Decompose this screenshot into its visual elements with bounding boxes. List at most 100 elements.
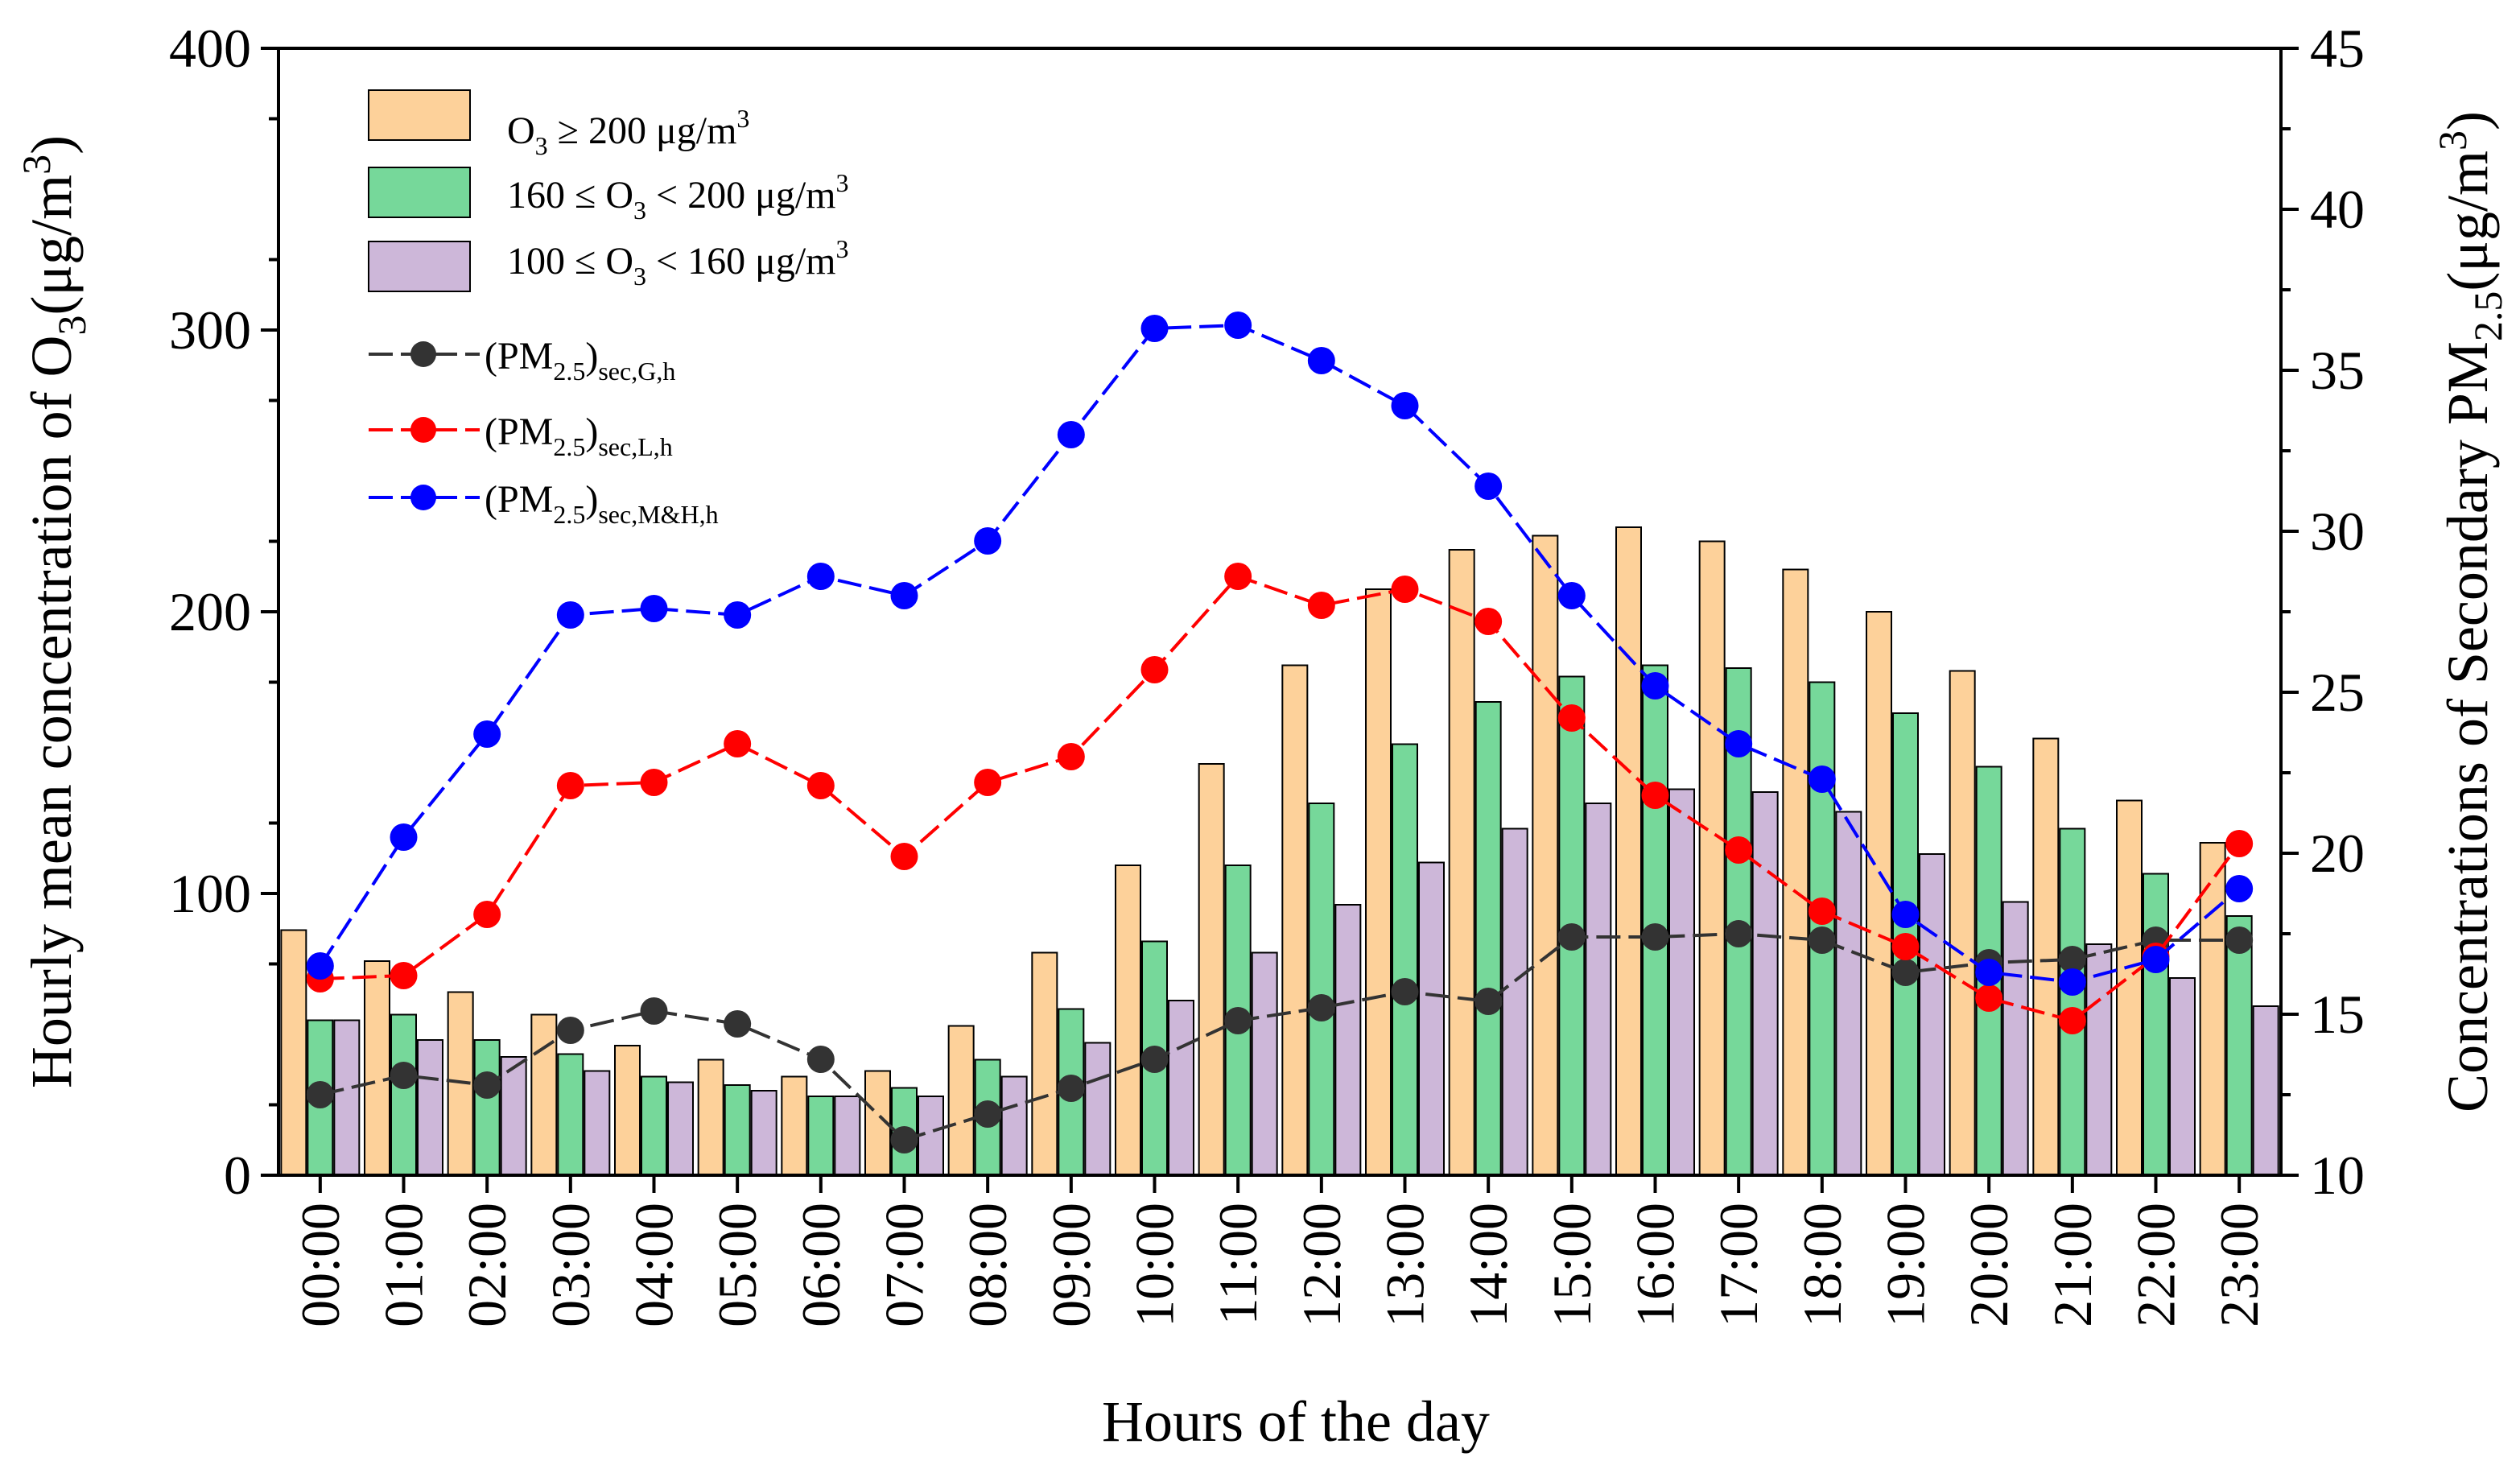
point-1-16:00	[1641, 782, 1669, 809]
point-2-03:00	[556, 601, 584, 629]
x-axis-title: Hours of the day	[1102, 1389, 1490, 1454]
bar-1-23:00	[2225, 915, 2253, 1176]
bar-1-06:00	[807, 1096, 835, 1176]
bar-0-18:00	[1782, 568, 1809, 1176]
y-right-tick-label-30: 30	[2310, 501, 2365, 562]
x-tick-label-22:00: 22:00	[2126, 1203, 2187, 1327]
y-axis-left-title: Hourly mean concentration of O3(μg/m3)	[14, 135, 94, 1088]
x-tick-label-00:00: 00:00	[290, 1203, 351, 1327]
point-2-11:00	[1224, 312, 1252, 339]
point-0-03:00	[556, 1017, 584, 1044]
bar-2-08:00	[1000, 1075, 1028, 1176]
bar-2-18:00	[1835, 811, 1862, 1176]
x-tick-label-07:00: 07:00	[874, 1203, 935, 1327]
point-1-15:00	[1557, 704, 1586, 732]
point-0-10:00	[1140, 1046, 1169, 1073]
point-1-02:00	[473, 901, 501, 928]
bar-0-21:00	[2032, 737, 2060, 1176]
point-2-21:00	[2058, 968, 2086, 996]
point-0-06:00	[806, 1046, 835, 1073]
bar-2-16:00	[1668, 788, 1695, 1176]
bar-2-19:00	[1919, 853, 1945, 1176]
bar-2-23:00	[2252, 1005, 2279, 1176]
x-tick-label-08:00: 08:00	[957, 1203, 1018, 1327]
bar-2-05:00	[750, 1090, 777, 1176]
point-1-23:00	[2225, 830, 2254, 857]
bar-0-17:00	[1698, 540, 1726, 1176]
bar-2-01:00	[417, 1039, 443, 1176]
x-tick-label-17:00: 17:00	[1708, 1203, 1769, 1327]
point-1-14:00	[1474, 608, 1503, 635]
point-2-08:00	[974, 527, 1002, 555]
point-1-18:00	[1808, 898, 1836, 925]
point-0-18:00	[1808, 926, 1836, 954]
legend-label-l: (PM2.5)sec,L,h	[485, 411, 673, 461]
point-1-05:00	[724, 730, 752, 757]
series-line-2	[319, 323, 2241, 984]
point-2-01:00	[390, 823, 418, 851]
legend-marker-g	[410, 341, 436, 367]
y-right-tick-label-15: 15	[2310, 984, 2365, 1045]
y-right-tick-label-40: 40	[2310, 179, 2365, 240]
bar-0-08:00	[947, 1025, 975, 1176]
legend-marker-l	[410, 417, 436, 443]
y-left-tick-label-200: 200	[169, 581, 251, 642]
y-axis-right: 10 15 20 25 30 35 40 45	[2281, 18, 2365, 1206]
series-line-1	[320, 574, 2241, 1023]
x-tick-label-01:00: 01:00	[373, 1203, 435, 1327]
point-2-16:00	[1641, 672, 1669, 699]
point-2-15:00	[1557, 582, 1586, 609]
bar-0-15:00	[1532, 534, 1559, 1176]
x-tick-label-11:00: 11:00	[1207, 1203, 1268, 1325]
bar-0-05:00	[697, 1059, 724, 1176]
x-tick-label-04:00: 04:00	[624, 1203, 685, 1327]
point-2-23:00	[2225, 875, 2254, 902]
y-right-tick-label-20: 20	[2310, 823, 2365, 884]
point-1-20:00	[1975, 984, 2003, 1012]
legend: O3 ≥ 200 μg/m3 160 ≤ O3 < 200 μg/m3 100 …	[368, 89, 849, 529]
point-1-11:00	[1224, 563, 1252, 590]
point-0-13:00	[1391, 978, 1419, 1005]
point-0-19:00	[1891, 959, 1920, 986]
y-left-tick-label-100: 100	[169, 863, 251, 924]
bar-1-13:00	[1392, 743, 1418, 1176]
point-0-11:00	[1224, 1007, 1252, 1034]
y-left-tick-label-400: 400	[169, 18, 251, 79]
point-1-21:00	[2058, 1007, 2086, 1034]
bar-2-15:00	[1585, 803, 1612, 1176]
bar-2-12:00	[1334, 904, 1362, 1176]
bar-2-03:00	[584, 1070, 611, 1176]
bar-0-10:00	[1115, 865, 1141, 1176]
x-tick-label-23:00: 23:00	[2209, 1203, 2270, 1327]
bars-group	[280, 526, 2279, 1176]
bar-0-03:00	[530, 1013, 558, 1176]
point-1-07:00	[890, 843, 918, 870]
point-1-06:00	[806, 772, 835, 799]
point-0-16:00	[1641, 923, 1669, 951]
y-right-tick-label-25: 25	[2310, 662, 2365, 723]
point-2-00:00	[306, 952, 334, 980]
bar-1-05:00	[724, 1084, 751, 1176]
point-1-01:00	[390, 962, 418, 989]
point-0-00:00	[306, 1081, 334, 1108]
point-0-21:00	[2058, 946, 2086, 973]
point-0-17:00	[1725, 920, 1753, 947]
point-0-01:00	[390, 1062, 418, 1089]
series-line-0	[320, 931, 2240, 1142]
x-tick-label-02:00: 02:00	[456, 1203, 518, 1327]
y-right-tick-label-35: 35	[2310, 340, 2365, 401]
bar-0-06:00	[781, 1075, 808, 1176]
x-tick-label-12:00: 12:00	[1291, 1203, 1352, 1327]
bar-2-21:00	[2085, 943, 2113, 1176]
point-2-13:00	[1391, 392, 1419, 419]
x-tick-label-13:00: 13:00	[1375, 1203, 1436, 1327]
x-tick-label-15:00: 15:00	[1541, 1203, 1602, 1327]
point-2-04:00	[640, 595, 668, 622]
bar-0-01:00	[364, 960, 390, 1176]
bar-0-12:00	[1281, 664, 1309, 1176]
bar-1-02:00	[473, 1039, 501, 1176]
bar-1-04:00	[641, 1075, 667, 1176]
point-0-08:00	[974, 1100, 1002, 1128]
legend-marker-mh	[410, 485, 436, 510]
lines-group	[306, 312, 2254, 1153]
